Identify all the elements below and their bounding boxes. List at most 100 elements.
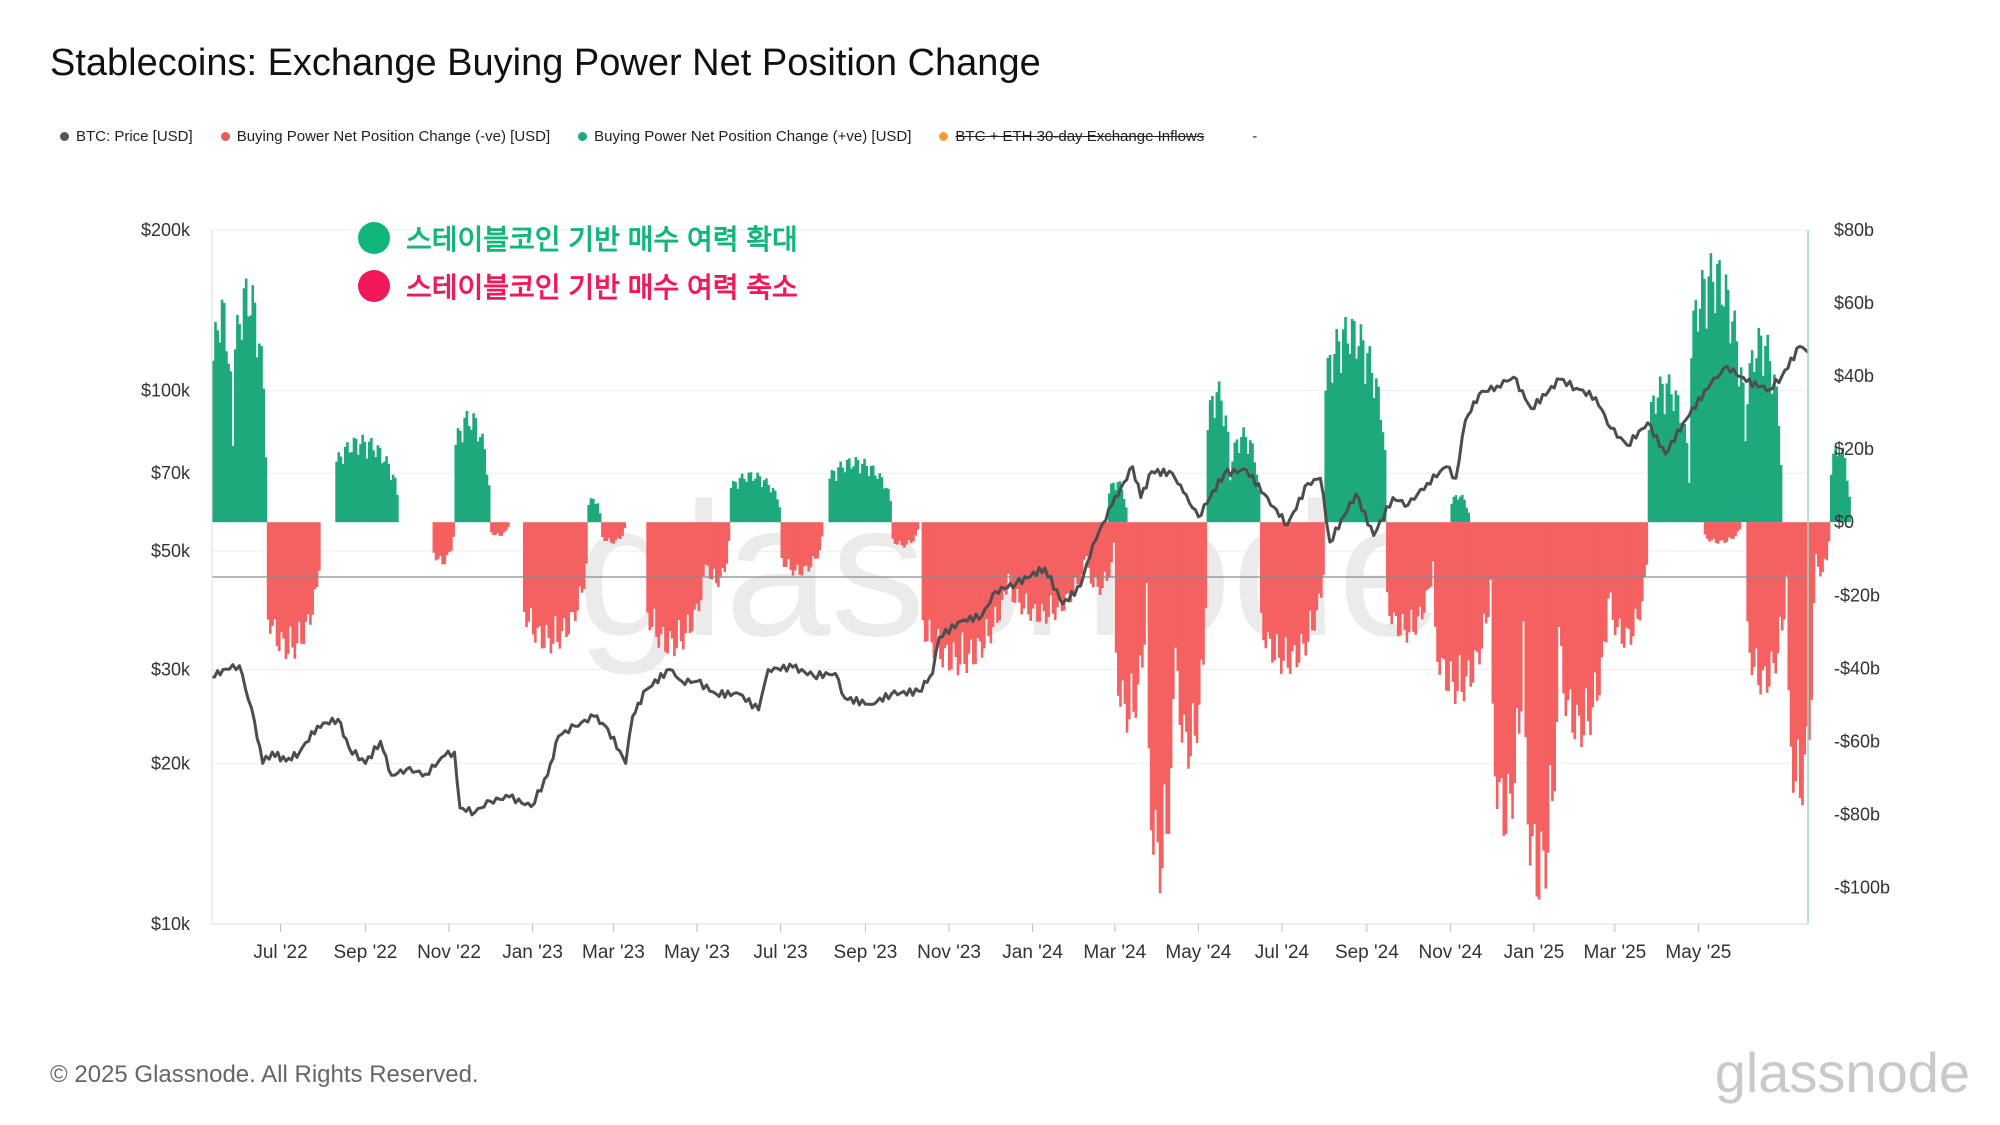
bar-positive — [1742, 382, 1745, 523]
bar-negative — [1537, 522, 1541, 900]
bar-negative — [1182, 522, 1186, 715]
legend-item-exchange-inflows[interactable]: BTC + ETH 30-day Exchange Inflows — [939, 128, 1204, 145]
bar-negative — [1051, 522, 1055, 614]
x-tick-label: Nov '23 — [917, 942, 981, 963]
bar-negative — [1018, 522, 1021, 603]
bar-negative — [318, 522, 321, 571]
bar-negative — [1038, 522, 1041, 622]
bar-negative — [1589, 522, 1592, 736]
bar-negative — [1319, 522, 1323, 598]
bar-positive — [1770, 393, 1774, 523]
bar-negative — [1482, 522, 1486, 614]
bar-positive — [253, 302, 257, 523]
bar-negative — [1138, 522, 1142, 656]
bar-negative — [1322, 522, 1325, 575]
bar-negative — [1156, 522, 1160, 843]
bar-negative — [1425, 522, 1428, 591]
bar-negative — [664, 522, 667, 652]
bar-negative — [1746, 522, 1749, 622]
bar-negative — [1787, 522, 1791, 691]
bar-negative — [306, 522, 310, 615]
bar-positive — [1705, 328, 1708, 523]
bar-negative — [912, 522, 915, 542]
bar-negative — [1464, 522, 1468, 677]
bar-positive — [229, 371, 233, 523]
bar-positive — [1125, 507, 1128, 523]
bar-positive — [236, 314, 239, 523]
bar-positive — [1843, 458, 1847, 523]
bar-negative — [266, 522, 270, 620]
bar-negative — [1306, 522, 1310, 642]
bar-positive — [1381, 432, 1385, 523]
legend-item-btc-price[interactable]: BTC: Price [USD] — [60, 128, 193, 145]
bar-negative — [1062, 522, 1066, 611]
bar-positive — [1355, 358, 1358, 523]
bar-positive — [1463, 499, 1466, 523]
bar-negative — [1643, 522, 1646, 578]
bar-negative — [1414, 522, 1417, 635]
bar-negative — [1299, 522, 1303, 634]
annotation-shrink: 스테이블코인 기반 매수 여력 축소 — [358, 266, 798, 306]
bar-negative — [1491, 522, 1495, 704]
bar-negative — [439, 522, 442, 556]
bar-negative — [452, 522, 455, 537]
bar-negative — [967, 522, 971, 654]
bar-positive — [352, 437, 356, 523]
bar-negative — [1473, 522, 1477, 651]
bar-positive — [391, 474, 395, 523]
y-right-tick-label: $80b — [1834, 220, 1874, 240]
bar-positive — [1235, 439, 1239, 523]
bar-negative — [914, 522, 918, 536]
bar-negative — [1191, 522, 1195, 704]
legend-item-positive[interactable]: Buying Power Net Position Change (+ve) [… — [578, 128, 911, 145]
bar-negative — [793, 522, 797, 571]
bar-negative — [1557, 522, 1561, 628]
bar-positive — [832, 471, 836, 523]
bar-negative — [1082, 522, 1086, 560]
x-tick-label: Mar '25 — [1583, 942, 1646, 963]
bar-negative — [1429, 522, 1433, 587]
bar-negative — [1631, 522, 1635, 637]
bar-negative — [1394, 522, 1398, 617]
bar-negative — [1801, 522, 1804, 806]
bar-negative — [1546, 522, 1550, 853]
bar-negative — [693, 522, 696, 610]
bar-negative — [1264, 522, 1268, 649]
bar-negative — [1147, 522, 1151, 749]
bar-positive — [1829, 474, 1833, 523]
bar-positive — [1687, 482, 1691, 523]
bar-negative — [1526, 522, 1530, 825]
bar-negative — [699, 522, 703, 601]
legend-item-negative[interactable]: Buying Power Net Position Change (-ve) [… — [220, 128, 550, 145]
bar-negative — [450, 522, 453, 551]
bar-negative — [1418, 522, 1422, 607]
bar-negative — [715, 522, 718, 584]
bar-negative — [816, 522, 819, 559]
brand-logo: glassnode — [1714, 1041, 1970, 1104]
bar-negative — [1442, 522, 1446, 660]
bar-negative — [1825, 522, 1829, 561]
bar-positive — [476, 441, 480, 523]
bar-negative — [1268, 522, 1272, 639]
bar-positive — [734, 481, 737, 523]
bar-negative — [1392, 522, 1396, 613]
bar-positive — [258, 343, 261, 523]
x-tick-label: Jan '25 — [1504, 942, 1565, 963]
bar-negative — [1149, 522, 1153, 831]
bar-negative — [1152, 522, 1155, 855]
bar-negative — [983, 522, 986, 649]
bar-negative — [1405, 522, 1409, 643]
bar-negative — [1020, 522, 1024, 615]
bar-negative — [1776, 522, 1780, 654]
y-left-tick-label: $20k — [151, 753, 191, 773]
bar-positive — [376, 445, 380, 523]
bar-negative — [522, 522, 526, 613]
x-tick-label: Jan '24 — [1002, 942, 1063, 963]
bar-negative — [1462, 522, 1466, 702]
x-tick-label: Jul '24 — [1255, 942, 1310, 963]
bar-negative — [1467, 522, 1470, 661]
bar-positive — [1698, 308, 1702, 523]
bar-negative — [1427, 522, 1431, 589]
bar-negative — [1386, 522, 1389, 593]
bar-negative — [1785, 522, 1788, 576]
